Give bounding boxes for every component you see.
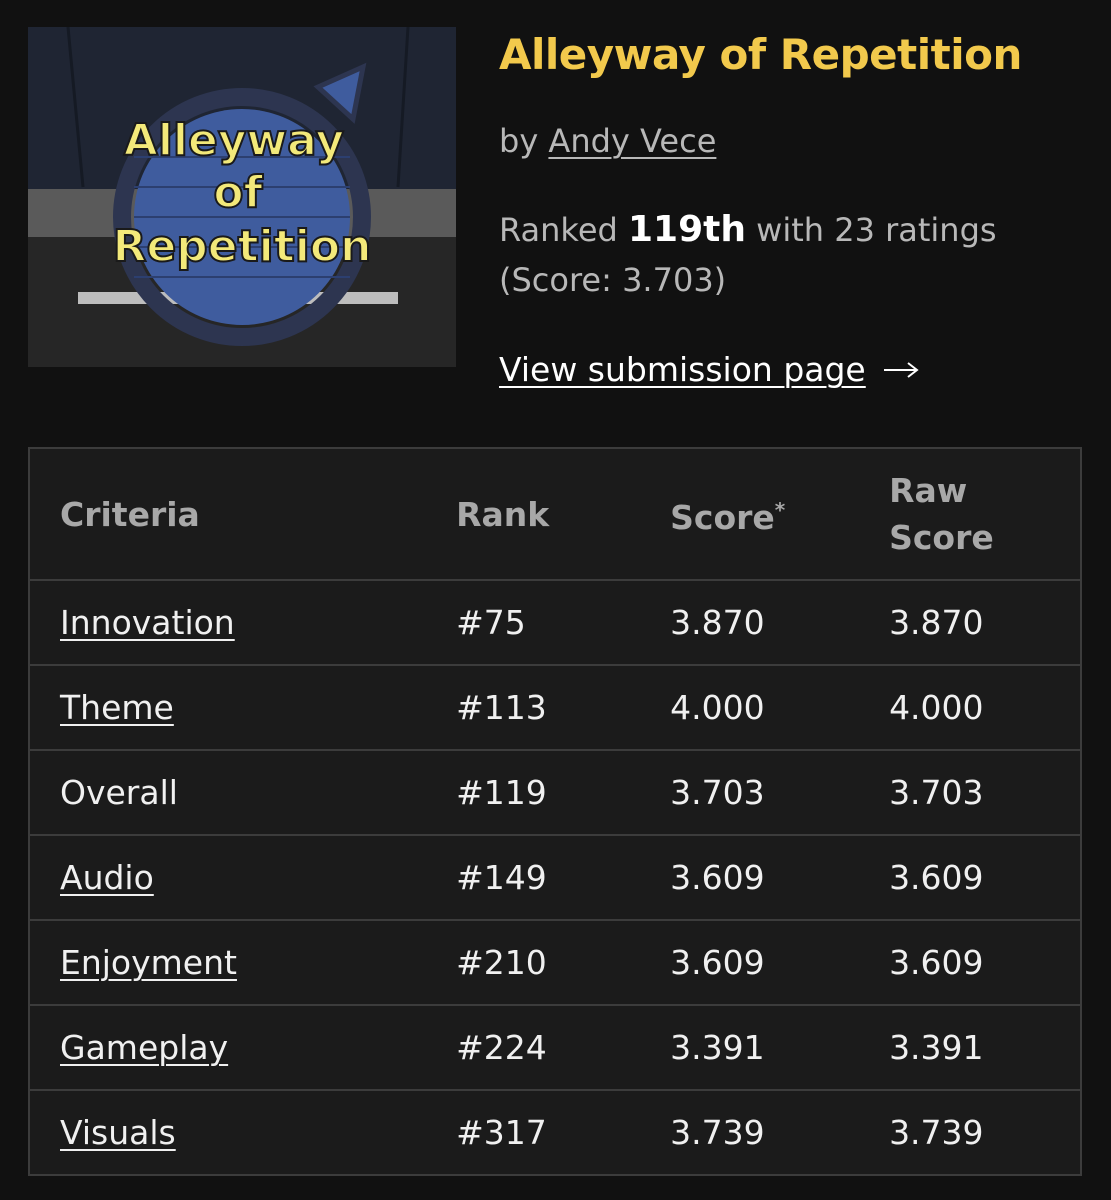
criteria-link[interactable]: Innovation	[60, 603, 235, 642]
column-header-text: Criteria	[60, 494, 200, 534]
table-row: Audio #149 3.609 3.609	[29, 835, 1081, 921]
cell: #210	[426, 920, 641, 1006]
header-row: Criteria Rank Score* Raw Score	[29, 448, 1081, 581]
cell: 3.739	[640, 1090, 860, 1176]
cell: Audio	[29, 835, 427, 921]
cell-text: 3.870	[670, 603, 765, 642]
cell: 4.000	[859, 665, 1081, 751]
cell-text: 4.000	[670, 688, 765, 727]
table-row: Gameplay #224 3.391 3.391	[29, 1005, 1081, 1091]
cell: #113	[426, 665, 641, 751]
by: by	[499, 122, 539, 160]
cell: 3.739	[859, 1090, 1081, 1176]
arrow-icon	[883, 361, 919, 378]
cell: 3.870	[859, 580, 1081, 666]
column-header: Raw Score	[859, 448, 1081, 581]
cell-text: 3.703	[889, 773, 984, 812]
cell-text: 4.000	[889, 688, 984, 727]
title: Alleyway of Repetition	[499, 30, 1022, 79]
cell-text: 3.391	[889, 1028, 984, 1067]
column-header: Rank	[426, 448, 641, 581]
cell-text: #317	[456, 1113, 547, 1152]
criteria-link[interactable]: Gameplay	[60, 1028, 229, 1067]
criteria-link[interactable]: Theme	[60, 688, 174, 727]
byline: by Andy Vece	[499, 122, 716, 160]
cell-text: 3.739	[670, 1113, 765, 1152]
cell-text: #224	[456, 1028, 547, 1067]
cell-text: #113	[456, 688, 547, 727]
cell: 3.703	[859, 750, 1081, 836]
cell: Enjoyment	[29, 920, 427, 1006]
table-body: Innovation #75 3.870 3.870 Theme #113 4.000 4.0…	[29, 580, 1081, 1176]
cell-text: #210	[456, 943, 547, 982]
cell-text: 3.609	[670, 858, 765, 897]
rank: 119th	[627, 209, 746, 250]
cell-text: 3.870	[889, 603, 984, 642]
ranked-label: Ranked	[499, 211, 618, 249]
table-row: Overall #119 3.703 3.703	[29, 750, 1081, 836]
cell: 3.870	[640, 580, 860, 666]
cell: #317	[426, 1090, 641, 1176]
cell-text: 3.391	[670, 1028, 765, 1067]
thumbnail-text: Repetition	[113, 221, 372, 272]
ratings: with 23 ratings	[756, 211, 997, 249]
cell-text: #119	[456, 773, 547, 812]
cell: Theme	[29, 665, 427, 751]
criteria-link[interactable]: Audio	[60, 858, 154, 897]
column-header: Score*	[640, 448, 860, 581]
column-header-text: Score	[670, 498, 775, 537]
cell: #119	[426, 750, 641, 836]
score: (Score: 3.703)	[499, 261, 727, 299]
column-header-text: Raw Score	[889, 471, 994, 557]
criteria-link[interactable]: Enjoyment	[60, 943, 237, 982]
cell-text: 3.609	[889, 943, 984, 982]
submission-link[interactable]: View submission page	[499, 350, 866, 389]
criteria: Overall	[60, 773, 178, 812]
cell-text: 3.609	[670, 943, 765, 982]
cell: 3.609	[859, 920, 1081, 1006]
column-header-text: Rank	[456, 494, 550, 534]
cell-text: #149	[456, 858, 547, 897]
table-row: Enjoyment #210 3.609 3.609	[29, 920, 1081, 1006]
cell-text: #75	[456, 603, 526, 642]
cell: 3.703	[640, 750, 860, 836]
cell: Gameplay	[29, 1005, 427, 1091]
table-row: Visuals #317 3.739 3.739	[29, 1090, 1081, 1176]
cell: 3.609	[640, 835, 860, 921]
cell: 4.000	[640, 665, 860, 751]
cell: 3.391	[859, 1005, 1081, 1091]
cell: 3.609	[859, 835, 1081, 921]
table-row: Innovation #75 3.870 3.870	[29, 580, 1081, 666]
thumbnail-text: of	[213, 167, 263, 218]
cell-text: 3.703	[670, 773, 765, 812]
thumbnail: Alleyway of Repetition	[28, 27, 456, 367]
cell-text: 3.739	[889, 1113, 984, 1152]
cell-text: 3.609	[889, 858, 984, 897]
score-marker: *	[774, 498, 786, 522]
cell: #224	[426, 1005, 641, 1091]
results-table: Criteria Rank Score* Raw Score Innovation #7…	[28, 447, 1082, 1176]
submission-link-row: View submission page	[499, 350, 920, 389]
cell: Innovation	[29, 580, 427, 666]
cell: #75	[426, 580, 641, 666]
cell: 3.391	[640, 1005, 860, 1091]
cell: 3.609	[640, 920, 860, 1006]
cell: #149	[426, 835, 641, 921]
criteria-link[interactable]: Visuals	[60, 1113, 176, 1152]
column-header: Criteria	[29, 448, 427, 581]
ranking: Ranked 119th with 23 ratings (Score: 3.7…	[499, 205, 1059, 305]
table-row: Theme #113 4.000 4.000	[29, 665, 1081, 751]
thumbnail-text: Alleyway	[124, 115, 344, 166]
cell: Overall	[29, 750, 427, 836]
cell: Visuals	[29, 1090, 427, 1176]
author-link[interactable]: Andy Vece	[548, 122, 717, 160]
